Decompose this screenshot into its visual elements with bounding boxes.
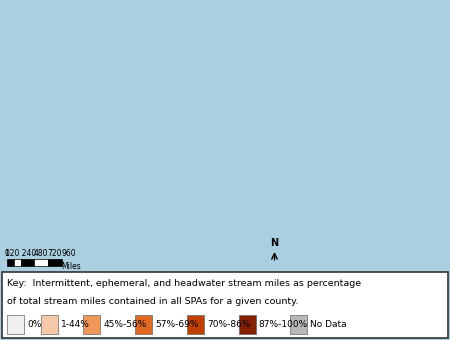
Bar <box>290 315 307 335</box>
Text: 960: 960 <box>61 250 76 258</box>
Text: 87%-100%: 87%-100% <box>259 320 308 329</box>
Text: 57%-69%: 57%-69% <box>155 320 199 329</box>
Bar <box>34 259 48 266</box>
Text: N: N <box>270 238 279 248</box>
Bar <box>7 259 14 266</box>
Bar <box>14 259 21 266</box>
Text: 1-44%: 1-44% <box>61 320 90 329</box>
Text: 0: 0 <box>4 250 9 258</box>
Text: No Data: No Data <box>310 320 347 329</box>
Bar <box>238 315 256 335</box>
Bar <box>7 315 24 335</box>
Text: 720: 720 <box>47 250 62 258</box>
Text: 70%-86%: 70%-86% <box>207 320 251 329</box>
Text: Miles: Miles <box>62 262 81 271</box>
Text: 480: 480 <box>34 250 48 258</box>
Bar <box>83 315 100 335</box>
Text: 45%-56%: 45%-56% <box>104 320 147 329</box>
Bar <box>48 259 62 266</box>
Bar <box>135 315 152 335</box>
Text: 120 240: 120 240 <box>5 250 36 258</box>
Text: 0%: 0% <box>27 320 41 329</box>
Bar <box>40 315 58 335</box>
Bar <box>187 315 204 335</box>
Text: Key:  Intermittent, ephemeral, and headwater stream miles as percentage: Key: Intermittent, ephemeral, and headwa… <box>7 279 361 288</box>
Text: of total stream miles contained in all SPAs for a given county.: of total stream miles contained in all S… <box>7 297 298 306</box>
Bar <box>21 259 34 266</box>
